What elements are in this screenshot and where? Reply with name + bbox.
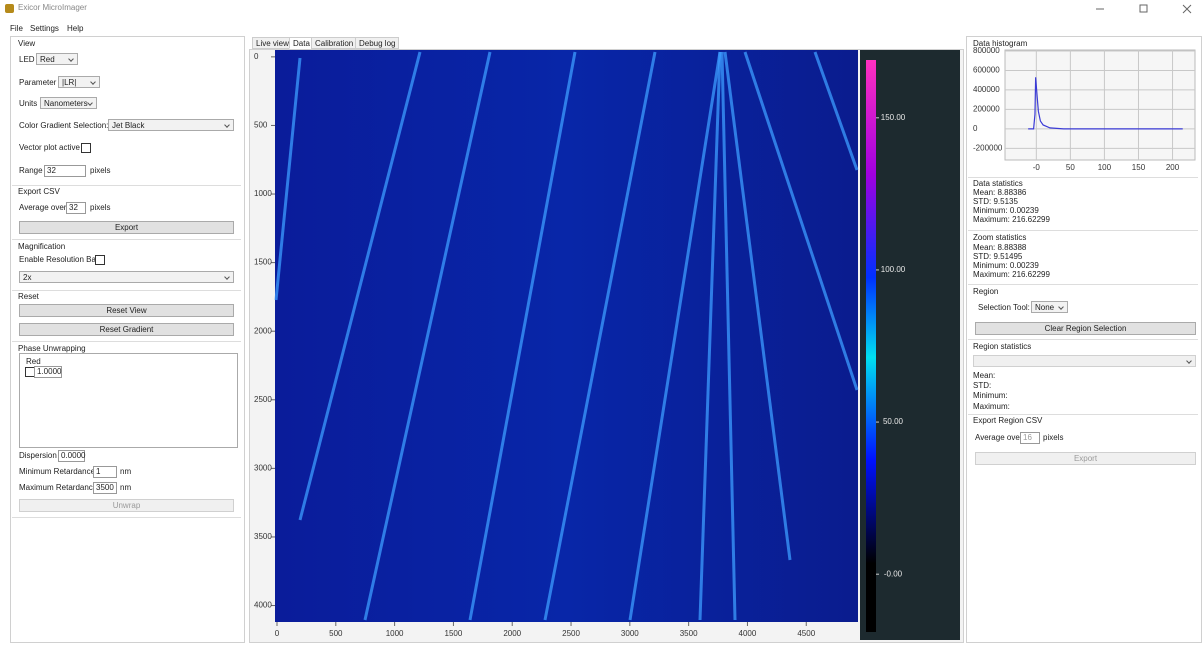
x-tick-label: 0 <box>275 629 280 638</box>
y-tick-label: 4000 <box>254 601 272 610</box>
x-tick-label: 150 <box>1132 163 1146 172</box>
y-tick-label: 0 <box>254 52 259 61</box>
x-tick-label: 1500 <box>445 629 463 638</box>
x-tick-label: 200 <box>1166 163 1180 172</box>
x-tick-label: 4500 <box>797 629 815 638</box>
plots: 0500100015002000250030003500400045000500… <box>0 0 1202 646</box>
y-tick-label: 600000 <box>973 66 1000 75</box>
x-tick-label: 100 <box>1098 163 1112 172</box>
histogram-plot <box>1005 50 1195 160</box>
y-tick-label: 500 <box>254 121 268 130</box>
x-tick-label: 4000 <box>739 629 757 638</box>
x-tick-label: 3000 <box>621 629 639 638</box>
y-tick-label: -200000 <box>973 143 1003 152</box>
y-tick-label: 1000 <box>254 189 272 198</box>
colorbar-tick-label: -0.00 <box>884 569 903 578</box>
x-tick-label: 50 <box>1066 163 1075 172</box>
colorbar-tick-label: 150.00 <box>881 113 906 122</box>
y-tick-label: 200000 <box>973 104 1000 113</box>
y-tick-label: 1500 <box>254 258 272 267</box>
heatmap <box>275 50 858 622</box>
y-tick-label: 2000 <box>254 326 272 335</box>
x-tick-label: 500 <box>329 629 343 638</box>
x-tick-label: -0 <box>1033 163 1041 172</box>
x-tick-label: 2000 <box>503 629 521 638</box>
colorbar <box>866 60 876 632</box>
y-tick-label: 400000 <box>973 85 1000 94</box>
y-tick-label: 3500 <box>254 532 272 541</box>
colorbar-tick-label: 50.00 <box>883 417 904 426</box>
x-tick-label: 2500 <box>562 629 580 638</box>
page: Exicor MicroImager {"window": {"title": … <box>0 0 1202 646</box>
y-tick-label: 800000 <box>973 46 1000 55</box>
x-tick-label: 1000 <box>386 629 404 638</box>
y-tick-label: 0 <box>973 124 978 133</box>
y-tick-label: 2500 <box>254 395 272 404</box>
app: Exicor MicroImager File Settings Help Vi… <box>0 0 1202 646</box>
x-tick-label: 3500 <box>680 629 698 638</box>
colorbar-tick-label: 100.00 <box>881 265 906 274</box>
y-tick-label: 3000 <box>254 463 272 472</box>
